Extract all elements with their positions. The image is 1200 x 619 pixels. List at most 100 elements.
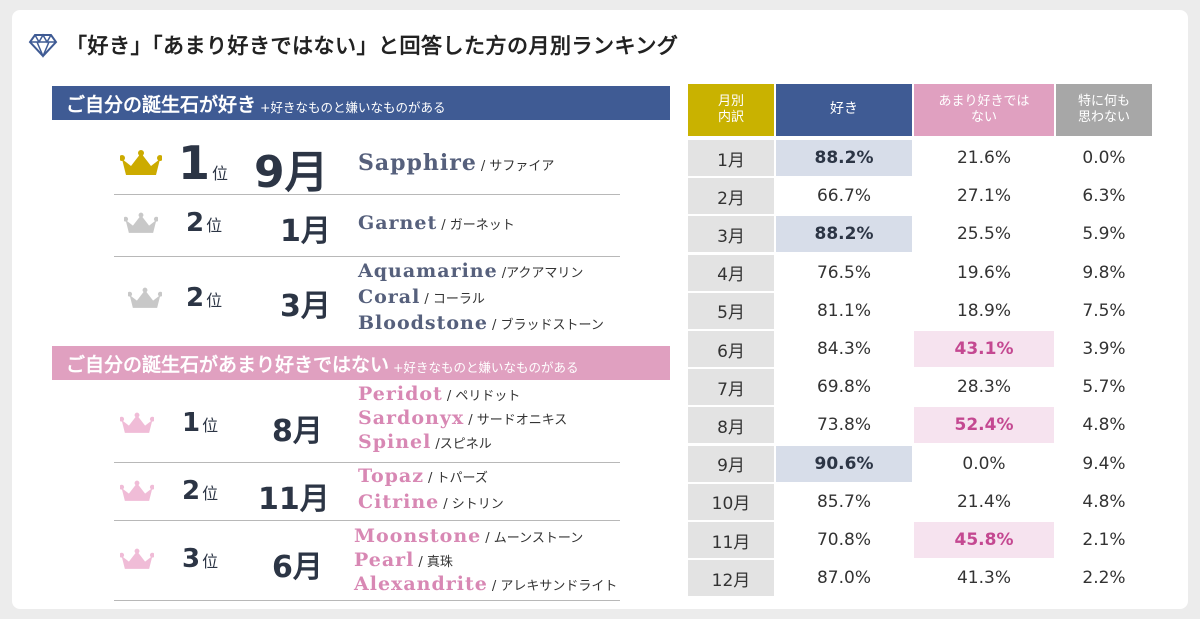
stone-name-en: Sardonyx bbox=[358, 407, 465, 429]
stone-entry: Sapphire / サファイア bbox=[358, 152, 554, 174]
cell-dislike: 45.8% bbox=[914, 522, 1054, 558]
stone-name-jp: / 真珠 bbox=[418, 555, 453, 570]
stone-entry: Sardonyx / サードオニキス bbox=[358, 409, 567, 433]
stone-entry: Peridot / ペリドット bbox=[358, 385, 567, 409]
cell-neutral: 9.8% bbox=[1082, 262, 1126, 283]
stone-name-jp: / サファイア bbox=[480, 159, 555, 174]
silver-crown-icon bbox=[124, 212, 158, 233]
cell-like: 87.0% bbox=[816, 568, 871, 589]
cell-neutral: 7.5% bbox=[1082, 300, 1126, 321]
stone-list: Topaz / トパーズ Citrine / シトリン bbox=[358, 467, 504, 519]
header-neutral: 特に何も 思わない bbox=[1056, 84, 1152, 136]
cell-dislike: 18.9% bbox=[956, 300, 1011, 321]
stone-entry: Spinel/スピネル bbox=[358, 433, 567, 457]
cell-like: 85.7% bbox=[816, 491, 871, 512]
stone-name-jp: / アレキサンドライト bbox=[491, 579, 618, 594]
cell-month: 9月 bbox=[688, 445, 774, 482]
gold-crown-icon bbox=[120, 150, 162, 175]
cell-neutral: 5.9% bbox=[1082, 224, 1126, 245]
stone-entry: Moonstone / ムーンストーン bbox=[354, 527, 617, 551]
stone-name-en: Coral bbox=[358, 286, 421, 308]
cell-month: 2月 bbox=[688, 178, 774, 215]
rank-month: 9月 bbox=[254, 147, 329, 198]
stone-name-jp: / ペリドット bbox=[446, 389, 521, 404]
cell-like: 73.8% bbox=[816, 415, 871, 436]
like-heading-text: ご自分の誕生石が好き bbox=[66, 93, 257, 116]
header-dislike: あまり好きでは ない bbox=[914, 84, 1054, 136]
stone-name-jp: / トパーズ bbox=[428, 471, 488, 486]
stone-name-en: Aquamarine bbox=[358, 260, 498, 282]
cell-dislike: 0.0% bbox=[962, 453, 1006, 474]
rank-month: 11月 bbox=[258, 482, 330, 517]
cell-dislike: 43.1% bbox=[914, 331, 1054, 367]
pink-crown-icon bbox=[120, 548, 154, 569]
cell-like: 66.7% bbox=[816, 186, 871, 207]
cell-month: 4月 bbox=[688, 254, 774, 291]
stone-list: Peridot / ペリドット Sardonyx / サードオニキス Spinel /… bbox=[358, 385, 567, 457]
title-row: 「好き」「あまり好きではない」と回答した方の月別ランキング bbox=[28, 28, 678, 62]
cell-dislike: 41.3% bbox=[956, 568, 1011, 589]
cell-neutral: 2.2% bbox=[1082, 568, 1126, 589]
header-like: 好き bbox=[776, 84, 912, 136]
cell-dislike: 52.4% bbox=[914, 407, 1054, 444]
cell-month: 10月 bbox=[688, 483, 774, 520]
cell-like: 90.6% bbox=[776, 445, 912, 482]
stone-name-en: Moonstone bbox=[354, 525, 482, 547]
stone-name-en: Spinel bbox=[358, 431, 432, 453]
rank-month: 6月 bbox=[272, 550, 323, 585]
cell-neutral: 3.9% bbox=[1082, 339, 1126, 359]
stone-name-jp: / サードオニキス bbox=[468, 413, 568, 428]
rank-month: 8月 bbox=[272, 414, 323, 449]
silver-crown-icon bbox=[128, 287, 162, 308]
cell-neutral: 4.8% bbox=[1082, 491, 1126, 512]
stone-name-en: Pearl bbox=[354, 549, 415, 571]
header-month: 月別 内訳 bbox=[688, 84, 774, 136]
cell-like: 81.1% bbox=[816, 300, 871, 321]
cell-neutral: 4.8% bbox=[1082, 415, 1126, 436]
dislike-section-heading: ご自分の誕生石があまり好きではない +好きなものと嫌いなものがある bbox=[52, 346, 670, 380]
cell-like: 84.3% bbox=[816, 339, 871, 359]
cell-month: 5月 bbox=[688, 292, 774, 329]
cell-month: 8月 bbox=[688, 407, 774, 444]
dislike-heading-text: ご自分の誕生石があまり好きではない bbox=[66, 353, 390, 376]
stone-entry: Pearl / 真珠 bbox=[354, 551, 617, 575]
stone-name-jp: / ガーネット bbox=[441, 218, 515, 233]
cell-neutral: 9.4% bbox=[1082, 453, 1126, 474]
stone-list: Sapphire / サファイア bbox=[358, 152, 554, 174]
stone-name-jp: / ムーンストーン bbox=[485, 531, 584, 546]
stone-name-en: Topaz bbox=[358, 465, 425, 487]
cell-month: 3月 bbox=[688, 216, 774, 253]
cell-dislike: 21.6% bbox=[956, 148, 1011, 168]
stone-list: Moonstone / ムーンストーン Pearl / 真珠 Alexandrite… bbox=[354, 527, 617, 599]
stone-entry: Aquamarine/アクアマリン bbox=[358, 262, 604, 288]
dislike-subheading-text: +好きなものと嫌いなものがある bbox=[393, 359, 579, 375]
cell-month: 6月 bbox=[688, 331, 774, 367]
cell-month: 7月 bbox=[688, 369, 774, 406]
like-subheading-text: +好きなものと嫌いなものがある bbox=[260, 99, 446, 115]
like-section-heading: ご自分の誕生石が好き +好きなものと嫌いなものがある bbox=[52, 86, 670, 120]
stone-name-jp: / ブラッドストーン bbox=[491, 318, 604, 333]
cell-dislike: 21.4% bbox=[956, 491, 1011, 512]
cell-like: 70.8% bbox=[816, 530, 871, 550]
cell-like: 76.5% bbox=[816, 262, 871, 283]
stone-entry: Bloodstone / ブラッドストーン bbox=[358, 314, 604, 340]
rank-month: 3月 bbox=[280, 289, 331, 324]
stone-entry: Coral / コーラル bbox=[358, 288, 604, 314]
cell-neutral: 2.1% bbox=[1082, 530, 1126, 550]
stone-name-en: Bloodstone bbox=[358, 312, 488, 334]
stone-entry: Alexandrite / アレキサンドライト bbox=[354, 575, 617, 599]
cell-dislike: 27.1% bbox=[956, 186, 1011, 207]
stone-name-en: Sapphire bbox=[358, 150, 477, 176]
cell-neutral: 0.0% bbox=[1082, 148, 1126, 168]
pink-crown-icon bbox=[120, 412, 154, 433]
cell-neutral: 5.7% bbox=[1082, 377, 1126, 398]
